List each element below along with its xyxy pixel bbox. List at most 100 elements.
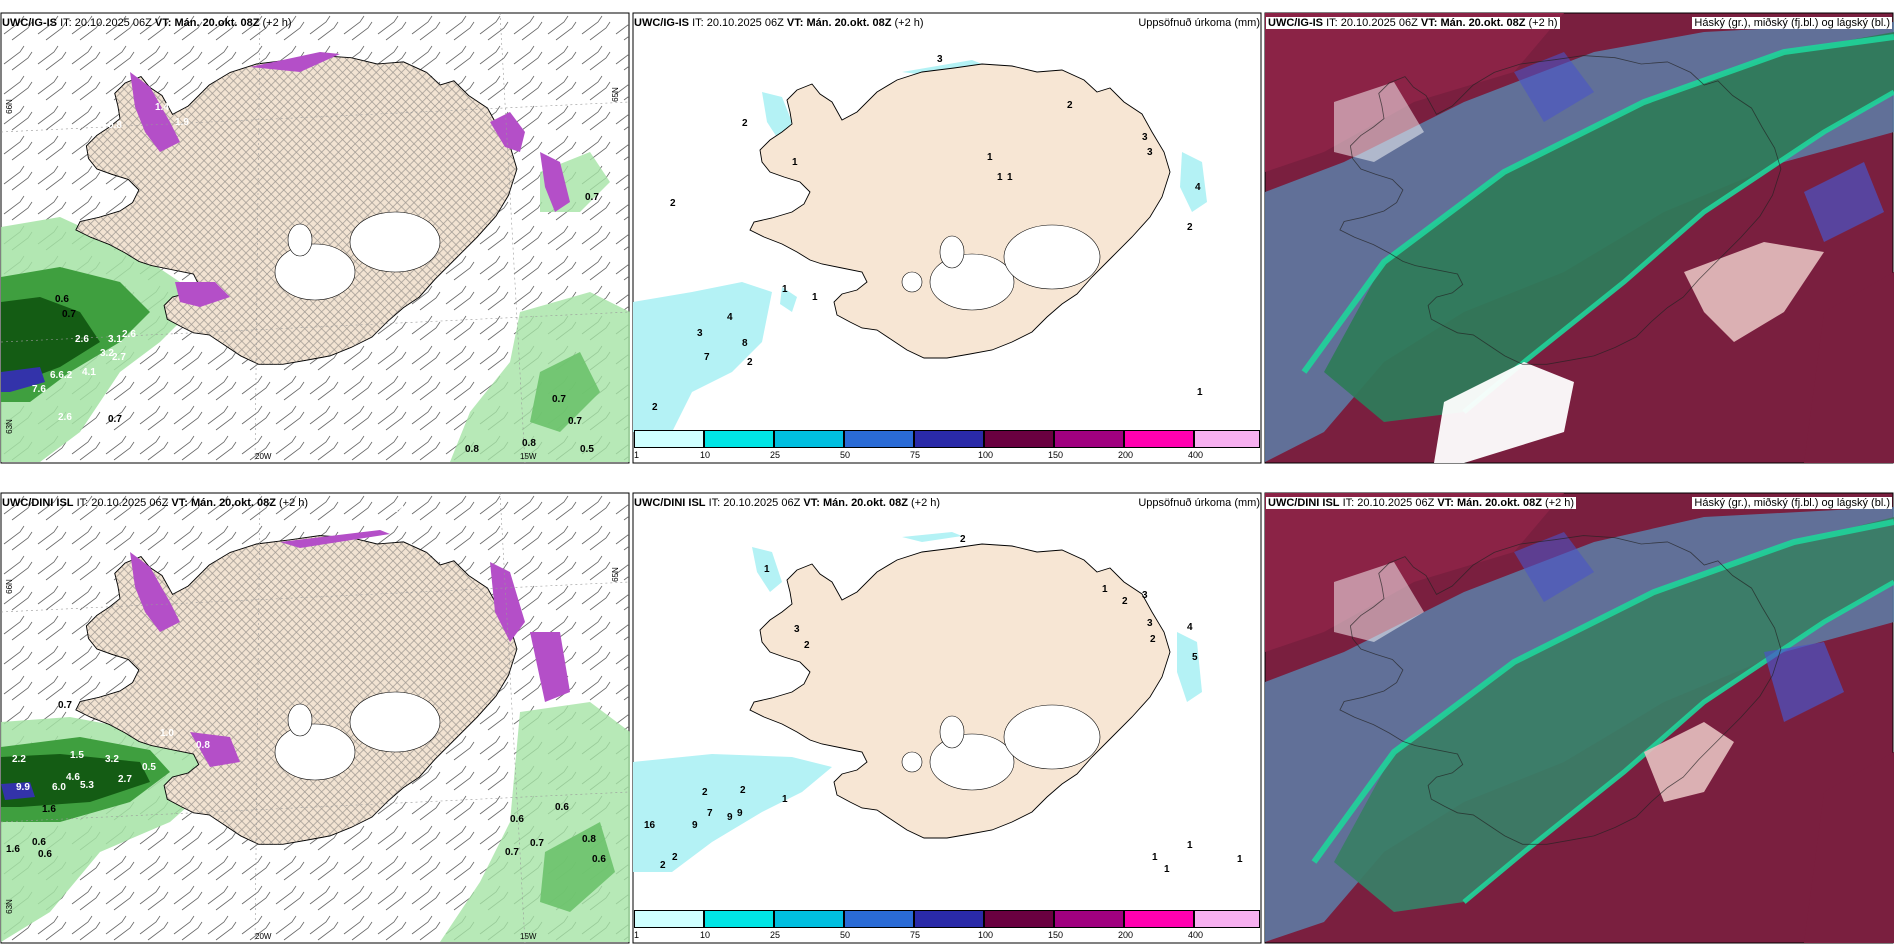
lon-label: 20W [255,932,272,941]
colorbar-cell [634,910,704,928]
precip-value: 5.3 [80,780,94,791]
precip-value: 3 [1147,618,1153,629]
colorbar-tick: 50 [840,930,851,940]
precip-value: 2.6 [58,412,72,423]
colorbar-cell [844,430,914,448]
precip-value: 2 [1122,596,1128,607]
wind-precip-map [0,12,630,464]
precip-value: 2.6 [122,329,136,340]
precip-value: 9.9 [16,782,30,793]
colorbar-tick: 25 [770,930,781,940]
precip-value: 1 [764,564,770,575]
lat-label: 63N [4,899,14,914]
colorbar-cell [1194,910,1260,928]
colorbar-tick: 25 [770,450,781,460]
precip-value: 4 [727,312,733,323]
colorbar-tick: 50 [840,450,851,460]
panel-header: UWC/DINI ISL IT: 20.10.2025 06Z VT: Mán.… [634,497,941,509]
precip-value: 1 [1164,864,1170,875]
precip-value: 2 [1150,634,1156,645]
precip-value: 1.6 [6,844,20,855]
precip-value: 2 [740,785,746,796]
precip-value: 16 [644,820,656,831]
precip-value: 4.1 [82,367,96,378]
precip-value: 3 [1142,132,1148,143]
precip-value: 1.0 [160,728,174,739]
precip-value: 0.7 [552,394,566,405]
colorbar-tick: 100 [978,930,994,940]
colorbar-cell [1054,910,1124,928]
precip-value: 2 [1067,100,1073,111]
precip-value: 2 [1187,222,1193,233]
precip-value: 0.7 [505,847,519,858]
accumulated-precip-map [632,492,1262,944]
precip-value: 1.4 [155,102,169,113]
lat-label: 65N [610,87,620,102]
precip-value: 2.6 [75,334,89,345]
precip-value: 9 [737,808,743,819]
precip-value: 1 [1237,854,1243,865]
precip-value: 3 [794,624,800,635]
precip-value: 0.8 [196,740,210,751]
panel-bottom-left: UWC/DINI ISL IT: 20.10.2025 06Z VT: Mán.… [0,492,630,944]
colorbar-cell [1124,430,1194,448]
accumulated-precip-map [632,12,1262,464]
precip-value: 0.7 [58,700,72,711]
colorbar-cell [774,430,844,448]
precip-value: 8 [742,338,748,349]
precip-value: 2 [804,640,810,651]
colorbar-tick: 10 [700,450,711,460]
precip-value: 3.2 [100,348,114,359]
precip-value: 4.6 [66,772,80,783]
precip-value: 2 [672,852,678,863]
precip-value: 4 [1187,622,1193,633]
lat-label: 63N [4,419,14,434]
precip-colorbar: 1 10 25 50 75 100 150 200 400 [634,910,1260,940]
precip-value: 3.2 [105,754,119,765]
precip-value: 1 [1102,584,1108,595]
colorbar-cell [704,910,774,928]
precip-value: 0.5 [142,762,156,773]
colorbar-cell [1054,430,1124,448]
colorbar-tick: 150 [1048,450,1064,460]
precip-value: 9 [727,812,733,823]
colorbar-cell [774,910,844,928]
precip-value: 2 [960,534,966,545]
precip-value: 0.5 [580,444,594,455]
precip-value: 3 [697,328,703,339]
cloud-cover-map [1264,12,1894,464]
precip-value: 1.6 [42,804,56,815]
precip-value: 0.6 [510,814,524,825]
panel-bottom-right: UWC/DINI ISL IT: 20.10.2025 06Z VT: Mán.… [1264,492,1894,944]
precip-value: 3 [937,54,943,65]
precip-value: 1 [782,284,788,295]
colorbar-cell [984,430,1054,448]
precip-value: 7 [704,352,710,363]
colorbar-cell [634,430,704,448]
precip-colorbar: 1 10 25 50 75 100 150 200 400 [634,430,1260,460]
precip-value: 5 [1192,652,1198,663]
precip-value: 1.5 [70,750,84,761]
colorbar-tick: 10 [700,930,711,940]
precip-value: 1 [782,794,788,805]
precip-value: 0.7 [568,416,582,427]
precip-value: 0.6 [32,837,46,848]
precip-value: 2 [670,198,676,209]
precip-value: 1 [1152,852,1158,863]
precip-value: 1.9 [175,117,189,128]
colorbar-tick: 150 [1048,930,1064,940]
precip-value: 2 [742,118,748,129]
panel-title: Uppsöfnuð úrkoma (mm) [1138,497,1260,509]
colorbar-tick: 75 [910,450,921,460]
colorbar-tick: 200 [1118,930,1134,940]
colorbar-tick: 100 [978,450,994,460]
panel-header: UWC/DINI ISL IT: 20.10.2025 06Z VT: Mán.… [1266,497,1577,509]
precip-value: 0.7 [108,414,122,425]
panel-top-left: UWC/IG-IS IT: 20.10.2025 06Z VT: Mán. 20… [0,12,630,464]
colorbar-cell [844,910,914,928]
lon-label: 20W [255,452,272,461]
precip-value: 2.7 [118,774,132,785]
precip-value: 2.2 [12,754,26,765]
precip-value: 1 [987,152,993,163]
precip-value: 3 [1147,147,1153,158]
